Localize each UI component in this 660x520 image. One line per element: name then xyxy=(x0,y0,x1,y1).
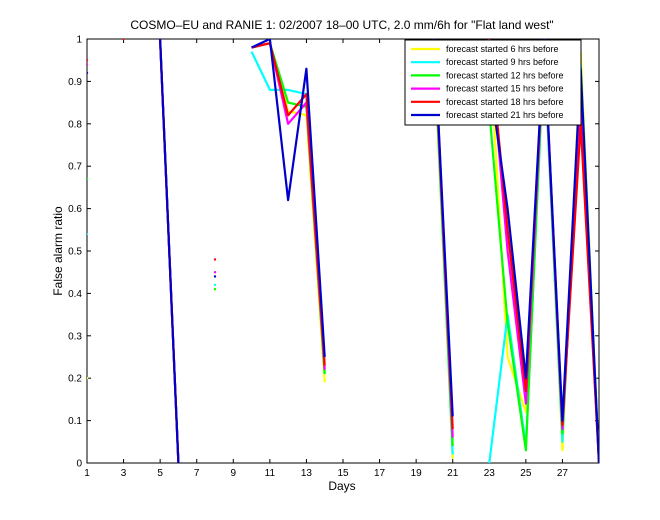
legend-entry: forecast started 12 hrs before xyxy=(446,70,564,80)
y-tick-label: 0 xyxy=(76,459,82,470)
x-tick-label: 9 xyxy=(231,468,237,479)
legend-box xyxy=(404,39,582,126)
series-line xyxy=(251,39,326,358)
x-axis: 1 3 5 7 9 11 13 15 17 19 21 23 25 27 xyxy=(84,39,568,479)
series-point xyxy=(213,283,217,287)
legend-entry: forecast started 18 hrs before xyxy=(446,97,564,107)
x-tick-label: 23 xyxy=(484,468,496,479)
series-point xyxy=(87,232,89,236)
x-tick-label: 19 xyxy=(411,468,423,479)
series-line xyxy=(159,39,180,463)
series-point xyxy=(87,377,89,380)
y-tick-label: 0.2 xyxy=(68,374,82,385)
legend-entry: forecast started 6 hrs before xyxy=(446,44,559,54)
series-point xyxy=(213,275,217,278)
series-point xyxy=(122,39,125,41)
x-tick-label: 21 xyxy=(447,468,459,479)
y-tick-label: 0.9 xyxy=(68,77,82,88)
x-tick-label: 1 xyxy=(84,468,90,479)
series-point xyxy=(213,271,217,274)
x-tick-label: 17 xyxy=(374,468,386,479)
x-tick-label: 15 xyxy=(337,468,349,479)
y-tick-label: 0.7 xyxy=(68,162,82,173)
chart-title: COSMO–EU and RANIE 1: 02/2007 18–00 UTC,… xyxy=(130,18,553,32)
y-tick-label: 0.6 xyxy=(68,204,82,215)
y-tick-label: 1 xyxy=(76,35,82,46)
legend-entry: forecast started 21 hrs before xyxy=(446,110,564,120)
series-point xyxy=(213,287,217,291)
y-tick-label: 0.5 xyxy=(68,247,82,258)
legend-entry: forecast started 15 hrs before xyxy=(446,84,564,94)
y-tick-label: 0.4 xyxy=(68,289,82,300)
y-axis: 0 0.1 0.2 0.3 0.4 0.5 0.6 0.7 0.8 0.9 1 xyxy=(68,35,599,470)
x-tick-label: 5 xyxy=(157,468,163,479)
legend-entry: forecast started 9 hrs before xyxy=(446,57,559,67)
series-point xyxy=(213,258,217,261)
x-axis-label: Days xyxy=(328,479,355,493)
series-point xyxy=(87,71,89,75)
x-tick-label: 11 xyxy=(265,468,276,479)
x-tick-label: 3 xyxy=(121,468,127,479)
series-point xyxy=(87,63,89,66)
legend: forecast started 6 hrs before forecast st… xyxy=(404,39,582,126)
series-point xyxy=(87,59,89,62)
x-tick-label: 25 xyxy=(520,468,532,479)
x-tick-label: 13 xyxy=(301,468,313,479)
y-axis-label: False alarm ratio xyxy=(51,206,65,296)
series-line xyxy=(251,42,326,366)
y-tick-label: 0.3 xyxy=(68,331,82,342)
x-tick-label: 27 xyxy=(557,468,569,479)
y-tick-label: 0.8 xyxy=(68,119,82,130)
series-point xyxy=(87,177,89,181)
x-tick-label: 7 xyxy=(194,468,200,479)
y-tick-label: 0.1 xyxy=(68,416,82,427)
